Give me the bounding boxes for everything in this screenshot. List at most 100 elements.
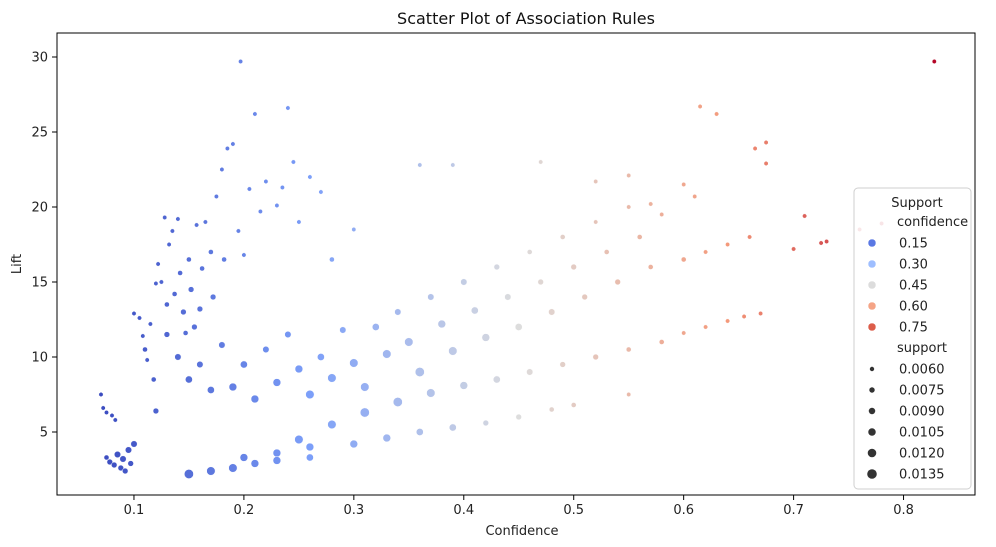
data-point xyxy=(360,382,370,392)
x-tick-label: 0.8 xyxy=(893,503,914,518)
data-point xyxy=(164,301,170,308)
data-point xyxy=(392,397,403,407)
data-point xyxy=(296,219,302,225)
data-point xyxy=(741,314,747,319)
legend-hue-label: 0.45 xyxy=(899,279,928,294)
legend-size-label: 0.0120 xyxy=(899,447,945,462)
data-point xyxy=(305,442,315,452)
x-tick-label: 0.2 xyxy=(234,503,255,518)
legend-title: Support xyxy=(891,196,942,211)
data-point xyxy=(111,461,118,469)
data-point xyxy=(714,111,720,117)
data-point xyxy=(246,186,252,192)
x-tick-label: 0.7 xyxy=(783,503,804,518)
data-point xyxy=(317,353,325,361)
y-tick-label: 30 xyxy=(31,51,48,66)
data-point xyxy=(106,458,113,466)
data-point xyxy=(593,179,599,184)
points-layer xyxy=(98,59,937,479)
data-point xyxy=(680,256,687,263)
x-tick-label: 0.3 xyxy=(343,503,364,518)
data-point xyxy=(169,228,175,234)
data-point xyxy=(207,386,215,394)
data-point xyxy=(279,185,285,190)
data-point xyxy=(163,331,171,338)
x-tick-label: 0.6 xyxy=(673,503,694,518)
data-point xyxy=(538,159,544,165)
data-point xyxy=(191,323,198,331)
data-point xyxy=(272,456,282,465)
data-point xyxy=(515,413,522,421)
data-point xyxy=(327,419,337,430)
data-point xyxy=(307,174,313,180)
plot-frame xyxy=(56,32,976,496)
data-point xyxy=(625,346,632,353)
data-point xyxy=(581,293,588,301)
data-point xyxy=(218,341,226,349)
data-point xyxy=(122,467,129,475)
legend-hue-label: 0.75 xyxy=(899,321,928,336)
data-point xyxy=(137,315,142,321)
data-point xyxy=(174,353,182,361)
data-point xyxy=(257,209,263,214)
data-point xyxy=(614,278,621,286)
data-point xyxy=(758,311,764,316)
data-point xyxy=(185,375,193,384)
data-point xyxy=(184,469,194,479)
data-point xyxy=(548,308,556,316)
y-tick-label: 15 xyxy=(31,276,48,291)
data-point xyxy=(437,319,446,329)
data-point xyxy=(626,204,632,210)
data-point xyxy=(648,201,654,207)
data-point xyxy=(202,219,208,225)
data-point xyxy=(158,279,164,285)
data-point xyxy=(802,213,808,219)
data-point xyxy=(194,222,200,228)
data-point xyxy=(658,339,665,345)
data-point xyxy=(175,216,181,222)
data-point xyxy=(240,360,248,369)
data-point xyxy=(681,182,687,187)
data-point xyxy=(626,392,632,397)
data-point xyxy=(414,367,425,377)
data-point xyxy=(703,324,709,330)
data-point xyxy=(514,323,523,331)
data-point xyxy=(103,454,110,461)
legend-hue-marker xyxy=(867,238,877,248)
data-point xyxy=(659,212,665,217)
data-point xyxy=(166,242,172,247)
data-point xyxy=(493,263,500,271)
data-point xyxy=(239,453,249,462)
data-point xyxy=(559,234,566,240)
data-point xyxy=(526,249,533,255)
data-point xyxy=(593,219,599,225)
x-tick-label: 0.5 xyxy=(563,503,584,518)
data-point xyxy=(427,293,435,301)
data-point xyxy=(262,346,270,353)
y-tick-label: 25 xyxy=(31,126,48,141)
data-point xyxy=(238,59,244,64)
data-point xyxy=(448,346,458,356)
data-point xyxy=(209,293,217,301)
legend-size-title: support xyxy=(897,341,947,356)
data-point xyxy=(349,439,358,449)
data-point xyxy=(162,215,168,220)
legend: Support confidence 0.15 0.30 0.45 0.60 0.75 su… xyxy=(853,187,972,490)
data-point xyxy=(537,278,544,286)
legend-size-marker xyxy=(867,469,877,479)
data-point xyxy=(250,459,260,468)
data-point xyxy=(415,428,424,436)
data-point xyxy=(235,228,241,234)
data-point xyxy=(752,146,758,151)
data-point xyxy=(626,173,632,178)
data-point xyxy=(371,323,380,331)
data-point xyxy=(186,256,192,263)
data-point xyxy=(285,105,291,111)
chart-title: Scatter Plot of Association Rules xyxy=(397,9,655,28)
data-point xyxy=(763,140,769,145)
data-point xyxy=(603,249,610,255)
data-point xyxy=(351,227,357,232)
data-point xyxy=(228,463,238,473)
legend-hue-marker xyxy=(867,301,877,311)
